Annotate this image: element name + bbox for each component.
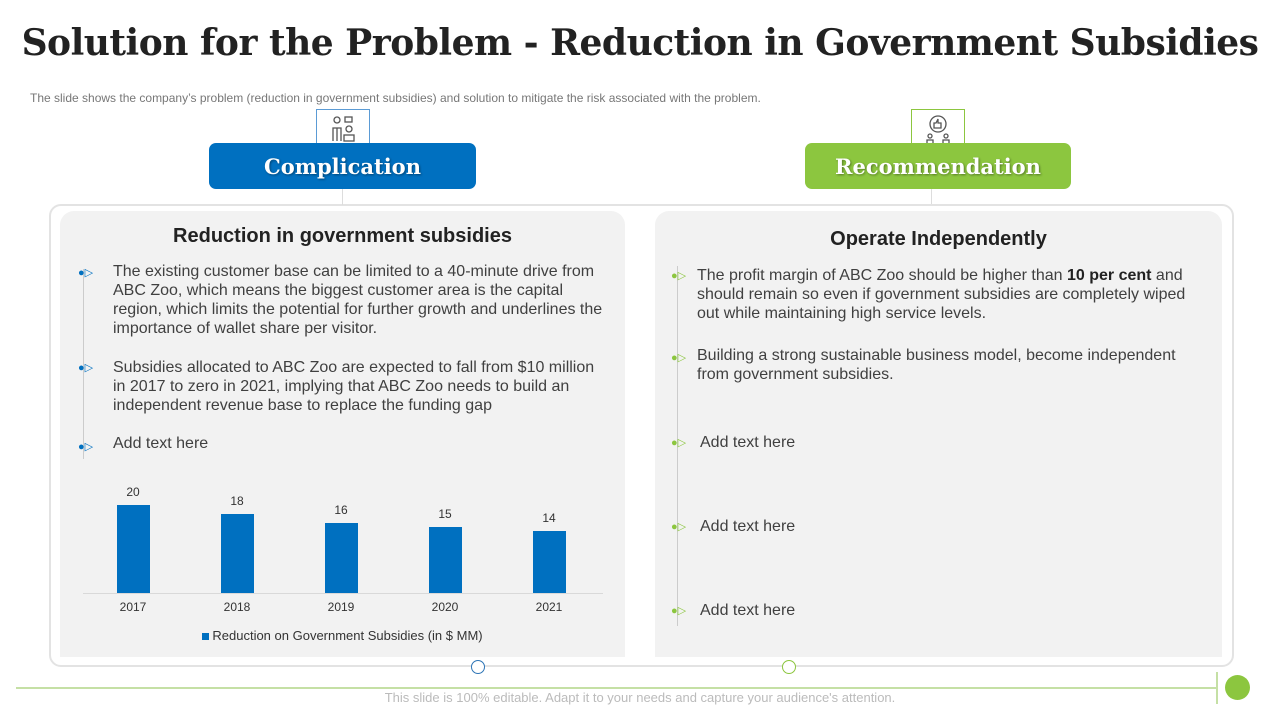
bullet-marker-icon: ●▷ [78,441,94,453]
x-axis [83,593,603,594]
x-tick-label: 2017 [119,600,147,614]
data-label: 18 [230,493,244,508]
recommendation-bullet-2: Building a strong sustainable business m… [697,347,1176,383]
data-label: 16 [334,502,348,517]
complication-header: Complication [209,143,476,189]
bullet-marker-icon: ●▷ [78,267,94,279]
bullet-marker-icon: ●▷ [671,352,687,364]
data-label: 20 [126,485,140,499]
bar-2020 [429,527,462,593]
recommendation-header: Recommendation [805,143,1071,189]
connector-right [931,188,932,204]
recommendation-bullet-4: Add text here [700,518,796,535]
connector-left [342,188,343,205]
x-tick-label: 2018 [223,600,251,614]
circle-marker-left [471,660,485,674]
page-title: Solution for the Problem - Reduction in … [21,22,1259,64]
bullet-marker-icon: ●▷ [671,270,687,282]
complication-heading: Reduction in government subsidies [173,225,512,247]
footer-dot [1225,675,1250,700]
circle-marker-right [782,660,796,674]
recommendation-heading: Operate Independently [830,228,1047,250]
bar-2017 [117,505,150,593]
footer-text: This slide is 100% editable. Adapt it to… [384,690,896,705]
footer-tick [1216,672,1218,704]
x-tick-label: 2021 [535,600,563,614]
bullet-marker-icon: ●▷ [78,362,94,374]
x-tick-label: 2020 [431,600,459,614]
bar-2018 [221,513,254,593]
footer-line [16,687,1216,689]
complication-bullet-2: Subsidies allocated to ABC Zoo are expec… [113,359,595,414]
complication-bullet-3: Add text here [113,435,209,452]
recommendation-bullet-3: Add text here [700,434,796,451]
recommendation-bullet-1: The profit margin of ABC Zoo should be h… [697,267,1186,322]
x-tick-label: 2019 [327,600,355,614]
bar-2019 [325,522,358,593]
bullet-marker-icon: ●▷ [671,521,687,533]
recommendation-bullet-5: Add text here [700,602,796,619]
complication-panel: Reduction in government subsidies ●▷ The… [60,211,625,657]
legend-swatch [202,633,210,640]
bullet-marker-icon: ●▷ [671,437,687,449]
bullet-marker-icon: ●▷ [671,605,687,617]
bar-2021 [533,531,566,593]
recommendation-panel: Operate Independently ●▷ The profit marg… [655,211,1222,657]
complication-bullet-1: The existing customer base can be limite… [113,263,603,337]
data-label: 15 [438,507,452,521]
legend-label: Reduction on Government Subsidies (in $ … [212,628,483,643]
subtitle: The slide shows the company’s problem (r… [30,91,761,105]
data-label: 14 [542,511,556,526]
chart-legend: Reduction on Government Subsidies (in $ … [60,628,625,643]
content-frame [49,204,1234,667]
thumbs-up-discussion-icon [911,109,965,149]
